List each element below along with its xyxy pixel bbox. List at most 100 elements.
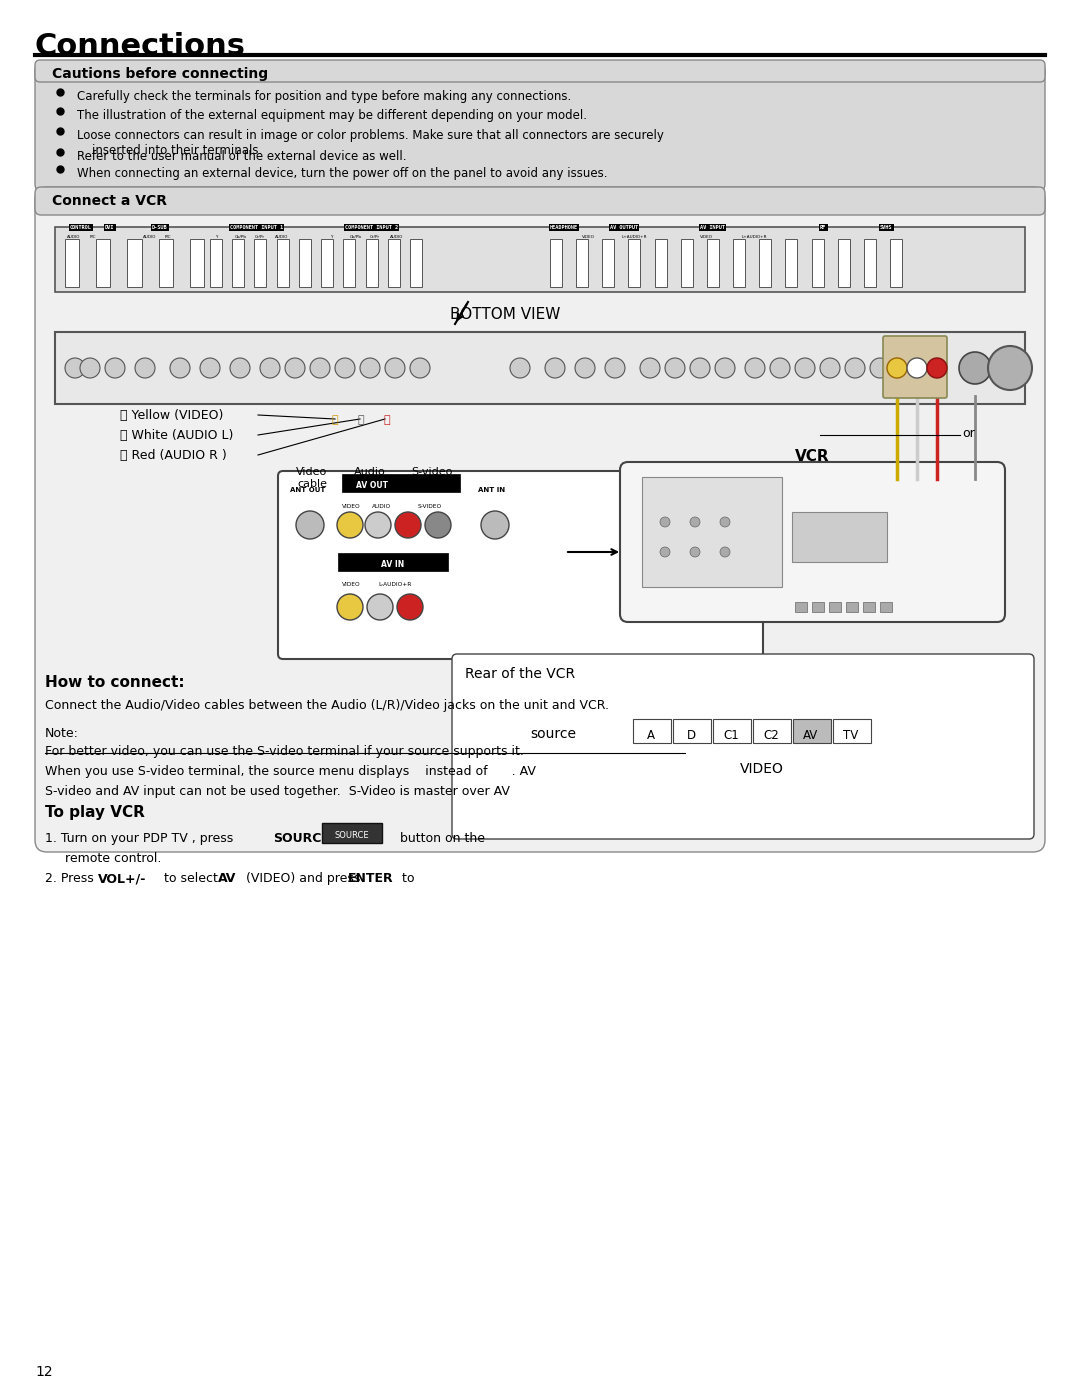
Text: A: A [647,729,654,742]
Bar [365,239,378,286]
Circle shape [105,358,125,379]
Text: VIDEO: VIDEO [700,235,713,239]
Text: ⒁ Yellow (VIDEO): ⒁ Yellow (VIDEO) [120,409,224,422]
Bar [338,553,448,571]
Circle shape [927,358,947,379]
Text: S-VIDEO: S-VIDEO [418,504,442,509]
Bar [673,719,711,743]
Text: AV OUTPUT: AV OUTPUT [610,225,638,231]
Bar [55,226,1025,292]
Circle shape [426,511,451,538]
Text: Cb/Pb: Cb/Pb [350,235,362,239]
Text: ANT OUT: ANT OUT [291,488,325,493]
Text: S-video
cable: S-video cable [411,467,453,489]
FancyBboxPatch shape [35,60,1045,82]
Text: AV INPUT: AV INPUT [700,225,725,231]
Text: L-AUDIO+R: L-AUDIO+R [378,583,411,587]
Circle shape [959,352,991,384]
Text: Connect a VCR: Connect a VCR [52,194,167,208]
Text: Connections: Connections [35,32,246,61]
Bar [299,239,311,286]
Text: PIC: PIC [90,235,96,239]
Bar [322,823,382,842]
Bar [96,239,110,286]
Text: SVHS: SVHS [880,225,892,231]
Text: Y: Y [330,235,333,239]
Circle shape [260,358,280,379]
Text: to select: to select [160,872,221,886]
Text: AUDIO: AUDIO [67,235,80,239]
Text: The illustration of the external equipment may be different depending on your mo: The illustration of the external equipme… [77,109,588,122]
Text: Audio
cable: Audio cable [354,467,386,489]
Circle shape [135,358,156,379]
Text: ENTER: ENTER [348,872,393,886]
Text: Connect the Audio/Video cables between the Audio (L/R)/Video jacks on the unit a: Connect the Audio/Video cables between t… [45,698,609,712]
Text: AV IN: AV IN [381,560,405,569]
Circle shape [720,517,730,527]
Text: C2: C2 [764,729,779,742]
Bar [733,239,745,286]
Circle shape [770,358,789,379]
Bar [576,239,589,286]
Text: AUDIO: AUDIO [143,235,157,239]
Text: 12: 12 [35,1365,53,1379]
Bar [343,239,355,286]
Text: VIDEO: VIDEO [342,583,361,587]
FancyBboxPatch shape [35,187,1045,852]
Bar [255,239,267,286]
Circle shape [660,517,670,527]
Circle shape [395,511,421,538]
Circle shape [715,358,735,379]
Bar [753,719,791,743]
Circle shape [397,594,423,620]
Circle shape [170,358,190,379]
Circle shape [988,346,1032,390]
Text: To play VCR: To play VCR [45,805,145,820]
Circle shape [660,548,670,557]
Bar [812,602,824,612]
Text: VIDEO: VIDEO [740,761,784,775]
Circle shape [65,358,85,379]
Text: AUDIO: AUDIO [275,235,288,239]
Text: AUDIO: AUDIO [372,504,391,509]
Bar [629,239,640,286]
Bar [276,239,288,286]
Circle shape [296,511,324,539]
Text: (VIDEO) and press: (VIDEO) and press [242,872,364,886]
Text: AV: AV [804,729,819,742]
Circle shape [690,548,700,557]
Bar [127,239,141,286]
Text: For better video, you can use the S-video terminal if your source supports it.: For better video, you can use the S-vide… [45,745,524,759]
Circle shape [907,358,927,379]
Text: ANT IN: ANT IN [478,488,505,493]
Text: Rear of the VCR: Rear of the VCR [464,666,575,680]
Bar [65,239,79,286]
Circle shape [384,358,405,379]
Text: 2. Press: 2. Press [45,872,98,886]
Text: HEADPHONE: HEADPHONE [550,225,578,231]
Circle shape [410,358,430,379]
Text: L+AUDIO+R: L+AUDIO+R [742,235,768,239]
Circle shape [690,517,700,527]
FancyBboxPatch shape [35,187,1045,215]
Bar [795,602,807,612]
Text: ⒃: ⒃ [384,415,391,425]
Text: Refer to the user manual of the external device as well.: Refer to the user manual of the external… [77,149,406,163]
Bar [680,239,692,286]
FancyBboxPatch shape [453,654,1034,840]
Text: source: source [530,726,576,740]
Text: PIC: PIC [165,235,172,239]
Text: S-video and AV input can not be used together.  S-Video is master over AV: S-video and AV input can not be used tog… [45,785,510,798]
Text: to: to [399,872,415,886]
Circle shape [720,548,730,557]
Text: Video
cable: Video cable [296,467,327,489]
Text: ⒂ White (AUDIO L): ⒂ White (AUDIO L) [120,429,233,441]
Text: ⒃ Red (AUDIO R ): ⒃ Red (AUDIO R ) [120,448,227,462]
Bar [880,602,892,612]
Text: Cr/Pr: Cr/Pr [370,235,380,239]
Circle shape [200,358,220,379]
Circle shape [360,358,380,379]
Text: AV OUT: AV OUT [356,481,388,490]
Bar [838,239,850,286]
Text: COMPONENT INPUT 2: COMPONENT INPUT 2 [345,225,399,231]
